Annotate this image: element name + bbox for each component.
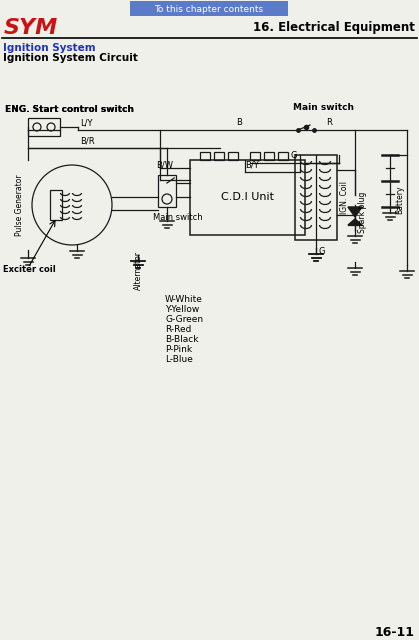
Text: B-Black: B-Black (165, 335, 199, 344)
Text: B/Y: B/Y (245, 160, 259, 169)
Text: ENG. Start control switch: ENG. Start control switch (5, 106, 134, 115)
Text: B/R: B/R (80, 136, 95, 145)
Text: G: G (290, 151, 297, 160)
Bar (214, 152, 224, 160)
Text: IGN. Coil: IGN. Coil (340, 181, 349, 214)
Polygon shape (348, 219, 362, 225)
Text: L-Blue: L-Blue (165, 355, 193, 365)
Bar (158, 175, 176, 207)
Text: 16. Electrical Equipment: 16. Electrical Equipment (253, 22, 415, 35)
Text: Ignition System Circuit: Ignition System Circuit (3, 53, 138, 63)
Text: B/W: B/W (156, 161, 173, 170)
Bar (295, 155, 337, 240)
Bar (228, 152, 238, 160)
Bar (50, 190, 62, 220)
Text: G: G (318, 248, 324, 257)
Text: L/Y: L/Y (80, 118, 93, 127)
Text: ENG. Start control switch: ENG. Start control switch (5, 106, 134, 115)
Text: B: B (236, 118, 242, 127)
Text: G-Green: G-Green (165, 316, 203, 324)
Bar (264, 152, 274, 160)
Text: Y-Yellow: Y-Yellow (165, 305, 199, 314)
Text: W-White: W-White (165, 296, 203, 305)
Text: Ignition System: Ignition System (3, 43, 96, 53)
Text: To this chapter contents: To this chapter contents (155, 4, 264, 13)
Text: P-Pink: P-Pink (165, 346, 192, 355)
Bar (190, 160, 305, 235)
Text: R-Red: R-Red (165, 326, 191, 335)
Bar (278, 152, 288, 160)
Text: SYM: SYM (4, 18, 58, 38)
Bar (200, 152, 210, 160)
Bar (28, 118, 60, 136)
Bar (250, 152, 260, 160)
FancyBboxPatch shape (130, 1, 288, 16)
Text: Pulse Generator: Pulse Generator (16, 174, 24, 236)
Text: Alternator: Alternator (134, 250, 142, 289)
Text: R: R (326, 118, 332, 127)
Text: 16-11: 16-11 (375, 625, 415, 639)
Text: Battery: Battery (395, 186, 404, 214)
Text: Main switch: Main switch (153, 212, 203, 221)
Text: Exciter coil: Exciter coil (3, 266, 56, 275)
Text: Main switch: Main switch (293, 104, 354, 113)
Text: Spark plug: Spark plug (358, 192, 367, 233)
Text: C.D.I Unit: C.D.I Unit (221, 193, 274, 202)
Polygon shape (348, 207, 362, 217)
